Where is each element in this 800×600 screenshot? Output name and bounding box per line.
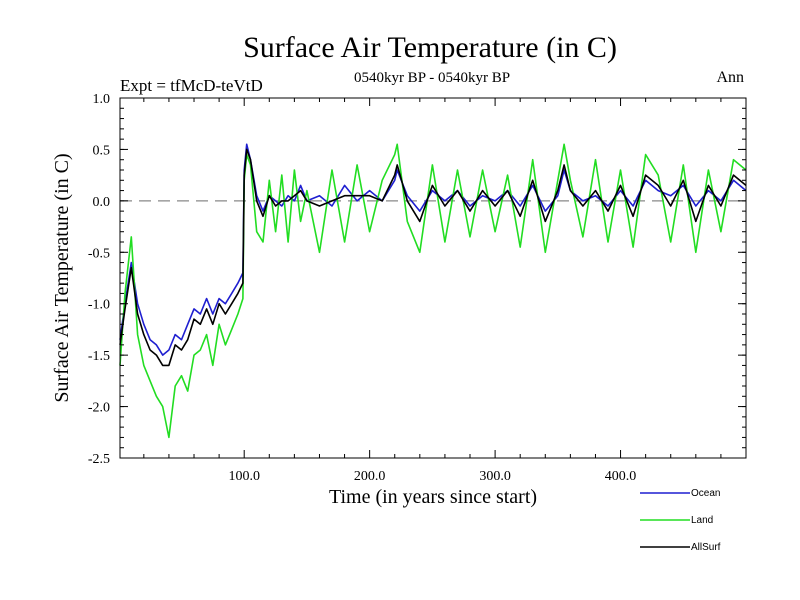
- series-line-land: [119, 143, 747, 439]
- x-tick-label: 400.0: [605, 469, 637, 484]
- plot-frame: [119, 97, 747, 459]
- y-tick-label: -2.5: [88, 452, 110, 467]
- y-tick-label: -0.5: [88, 246, 110, 261]
- x-tick-label: 300.0: [479, 469, 511, 484]
- x-axis-label: Time (in years since start): [329, 486, 537, 508]
- chart-title: Surface Air Temperature (in C): [243, 31, 617, 64]
- y-tick-label: -1.5: [88, 349, 110, 364]
- series-line-ocean: [119, 143, 747, 356]
- plot-area: [119, 143, 747, 439]
- x-tick-label: 200.0: [354, 469, 386, 484]
- y-tick-label: -1.0: [88, 298, 110, 313]
- series-line-allsurf: [119, 148, 747, 367]
- legend-label-ocean: Ocean: [691, 488, 720, 499]
- y-tick-label: 0.5: [93, 143, 111, 158]
- y-tick-label: -2.0: [88, 401, 110, 416]
- experiment-label: Expt = tfMcD-teVtD: [120, 76, 263, 95]
- season-label: Ann: [716, 69, 744, 86]
- legend-label-allsurf: AllSurf: [691, 542, 721, 553]
- y-tick-label: 0.0: [93, 195, 111, 210]
- legend: Ocean Land AllSurf: [640, 488, 721, 553]
- period-label: 0540kyr BP - 0540kyr BP: [354, 70, 510, 86]
- legend-label-land: Land: [691, 515, 713, 526]
- y-axis-label: Surface Air Temperature (in C): [51, 153, 73, 402]
- axes: -2.5 -2.0 -1.5 -1.0 -0.5 0.0 0.5 1.0 100.0 200.0 3…: [88, 92, 746, 484]
- y-tick-label: 1.0: [93, 92, 111, 107]
- x-tick-label: 100.0: [228, 469, 260, 484]
